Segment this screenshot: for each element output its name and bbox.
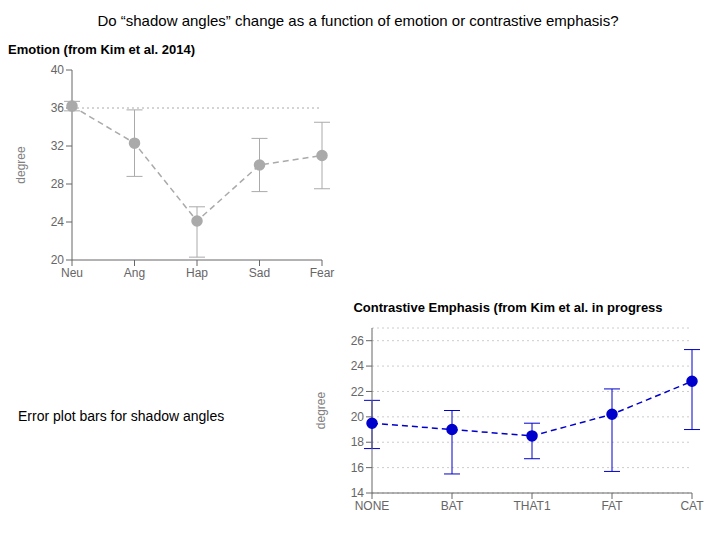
svg-text:Neu: Neu — [61, 266, 83, 280]
svg-text:20: 20 — [351, 410, 365, 424]
svg-text:14: 14 — [351, 486, 365, 500]
svg-text:Hap: Hap — [186, 266, 208, 280]
svg-text:FAT: FAT — [601, 499, 623, 513]
svg-text:32: 32 — [51, 139, 65, 153]
svg-text:Sad: Sad — [249, 266, 270, 280]
svg-text:20: 20 — [51, 253, 65, 267]
svg-text:Ang: Ang — [124, 266, 145, 280]
svg-text:28: 28 — [51, 177, 65, 191]
svg-text:Fear: Fear — [310, 266, 335, 280]
html-text:Emotion (from Kim et al. 2014): Emotion (from Kim et al. 2014) — [8, 42, 196, 57]
svg-text:36: 36 — [51, 101, 65, 115]
svg-text:24: 24 — [51, 215, 65, 229]
html-text:Contrastive Emphasis (from Kim: Contrastive Emphasis (from Kim et al. in… — [353, 300, 663, 315]
svg-text:NONE: NONE — [355, 499, 390, 513]
svg-text:40: 40 — [51, 63, 65, 77]
html-text:Error plot bars for shadow ang: Error plot bars for shadow angles — [18, 408, 225, 424]
svg-text:THAT1: THAT1 — [513, 499, 550, 513]
svg-text:16: 16 — [351, 461, 365, 475]
html-text:Do “shadow angles” change as a: Do “shadow angles” change as a function … — [97, 12, 619, 29]
svg-text:22: 22 — [351, 385, 365, 399]
svg-text:CAT: CAT — [680, 499, 704, 513]
svg-text:18: 18 — [351, 435, 365, 449]
svg-text:degree: degree — [314, 391, 328, 429]
svg-text:BAT: BAT — [441, 499, 464, 513]
svg-text:24: 24 — [351, 359, 365, 373]
svg-text:26: 26 — [351, 334, 365, 348]
svg-text:degree: degree — [14, 146, 28, 184]
